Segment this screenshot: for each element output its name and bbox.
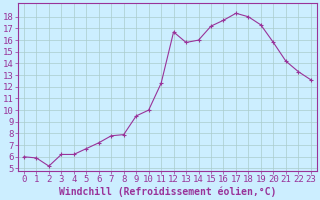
X-axis label: Windchill (Refroidissement éolien,°C): Windchill (Refroidissement éolien,°C)	[59, 187, 276, 197]
